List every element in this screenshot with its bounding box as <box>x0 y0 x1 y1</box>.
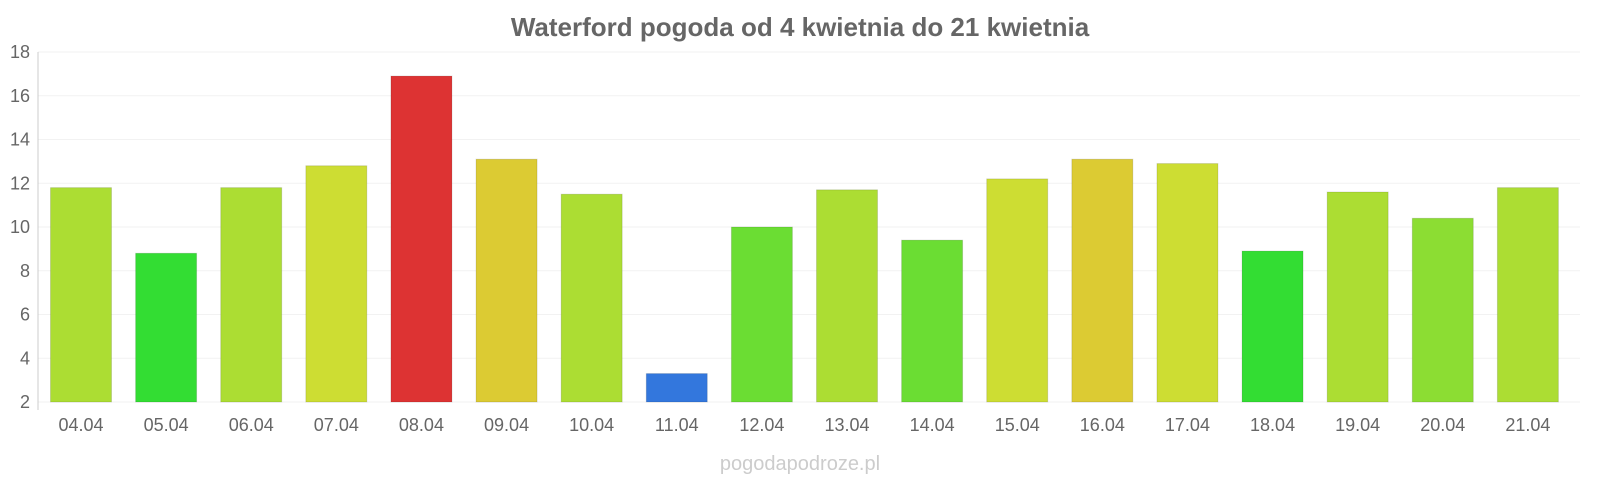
y-tick-label: 6 <box>20 305 30 325</box>
bar <box>1241 250 1304 403</box>
x-tick-label: 16.04 <box>1080 415 1125 435</box>
x-tick-label: 11.04 <box>655 415 699 435</box>
y-tick-label: 10 <box>10 217 30 237</box>
chart-title: Waterford pogoda od 4 kwietnia do 21 kwi… <box>511 12 1090 42</box>
x-tick-label: 05.04 <box>144 415 189 435</box>
bar <box>1326 191 1389 403</box>
x-tick-label: 08.04 <box>399 415 444 435</box>
bar <box>645 373 708 403</box>
x-axis: 04.04 05.04 06.04 07.04 08.04 09.04 10.04 11.04… <box>58 415 1550 435</box>
x-tick-label: 10.04 <box>569 415 614 435</box>
bar <box>135 252 198 403</box>
x-tick-label: 18.04 <box>1250 415 1295 435</box>
x-tick-label: 12.04 <box>739 415 784 435</box>
bar <box>560 193 623 403</box>
bar <box>475 158 538 403</box>
bar <box>986 178 1049 403</box>
x-tick-label: 09.04 <box>484 415 529 435</box>
bar <box>50 187 112 403</box>
x-tick-label: 20.04 <box>1420 415 1465 435</box>
bar <box>220 187 283 403</box>
y-tick-label: 12 <box>10 173 30 193</box>
bar <box>901 239 964 403</box>
y-tick-label: 16 <box>10 86 30 106</box>
y-tick-label: 18 <box>10 42 30 62</box>
x-tick-label: 06.04 <box>229 415 274 435</box>
y-tick-label: 8 <box>20 261 30 281</box>
y-axis: 2 4 6 8 10 12 14 16 18 <box>10 42 30 412</box>
bars <box>50 75 1559 403</box>
bar <box>1071 158 1134 403</box>
x-tick-label: 15.04 <box>995 415 1040 435</box>
grid-lines <box>38 51 1580 403</box>
bar <box>1496 187 1559 403</box>
bar <box>1156 163 1219 403</box>
x-tick-label: 14.04 <box>910 415 955 435</box>
x-tick-label: 04.04 <box>58 415 103 435</box>
x-tick-label: 07.04 <box>314 415 359 435</box>
x-tick-label: 13.04 <box>824 415 869 435</box>
bar <box>390 75 453 403</box>
y-tick-label: 14 <box>10 130 30 150</box>
y-tick-label: 2 <box>20 392 30 412</box>
x-tick-label: 21.04 <box>1505 415 1550 435</box>
x-tick-label: 17.04 <box>1165 415 1210 435</box>
bar <box>305 165 368 403</box>
x-tick-label: 19.04 <box>1335 415 1380 435</box>
watermark: pogodapodroze.pl <box>720 453 880 475</box>
bar <box>1411 217 1474 403</box>
y-tick-label: 4 <box>20 348 30 368</box>
bar <box>816 189 878 403</box>
bar <box>730 226 793 403</box>
